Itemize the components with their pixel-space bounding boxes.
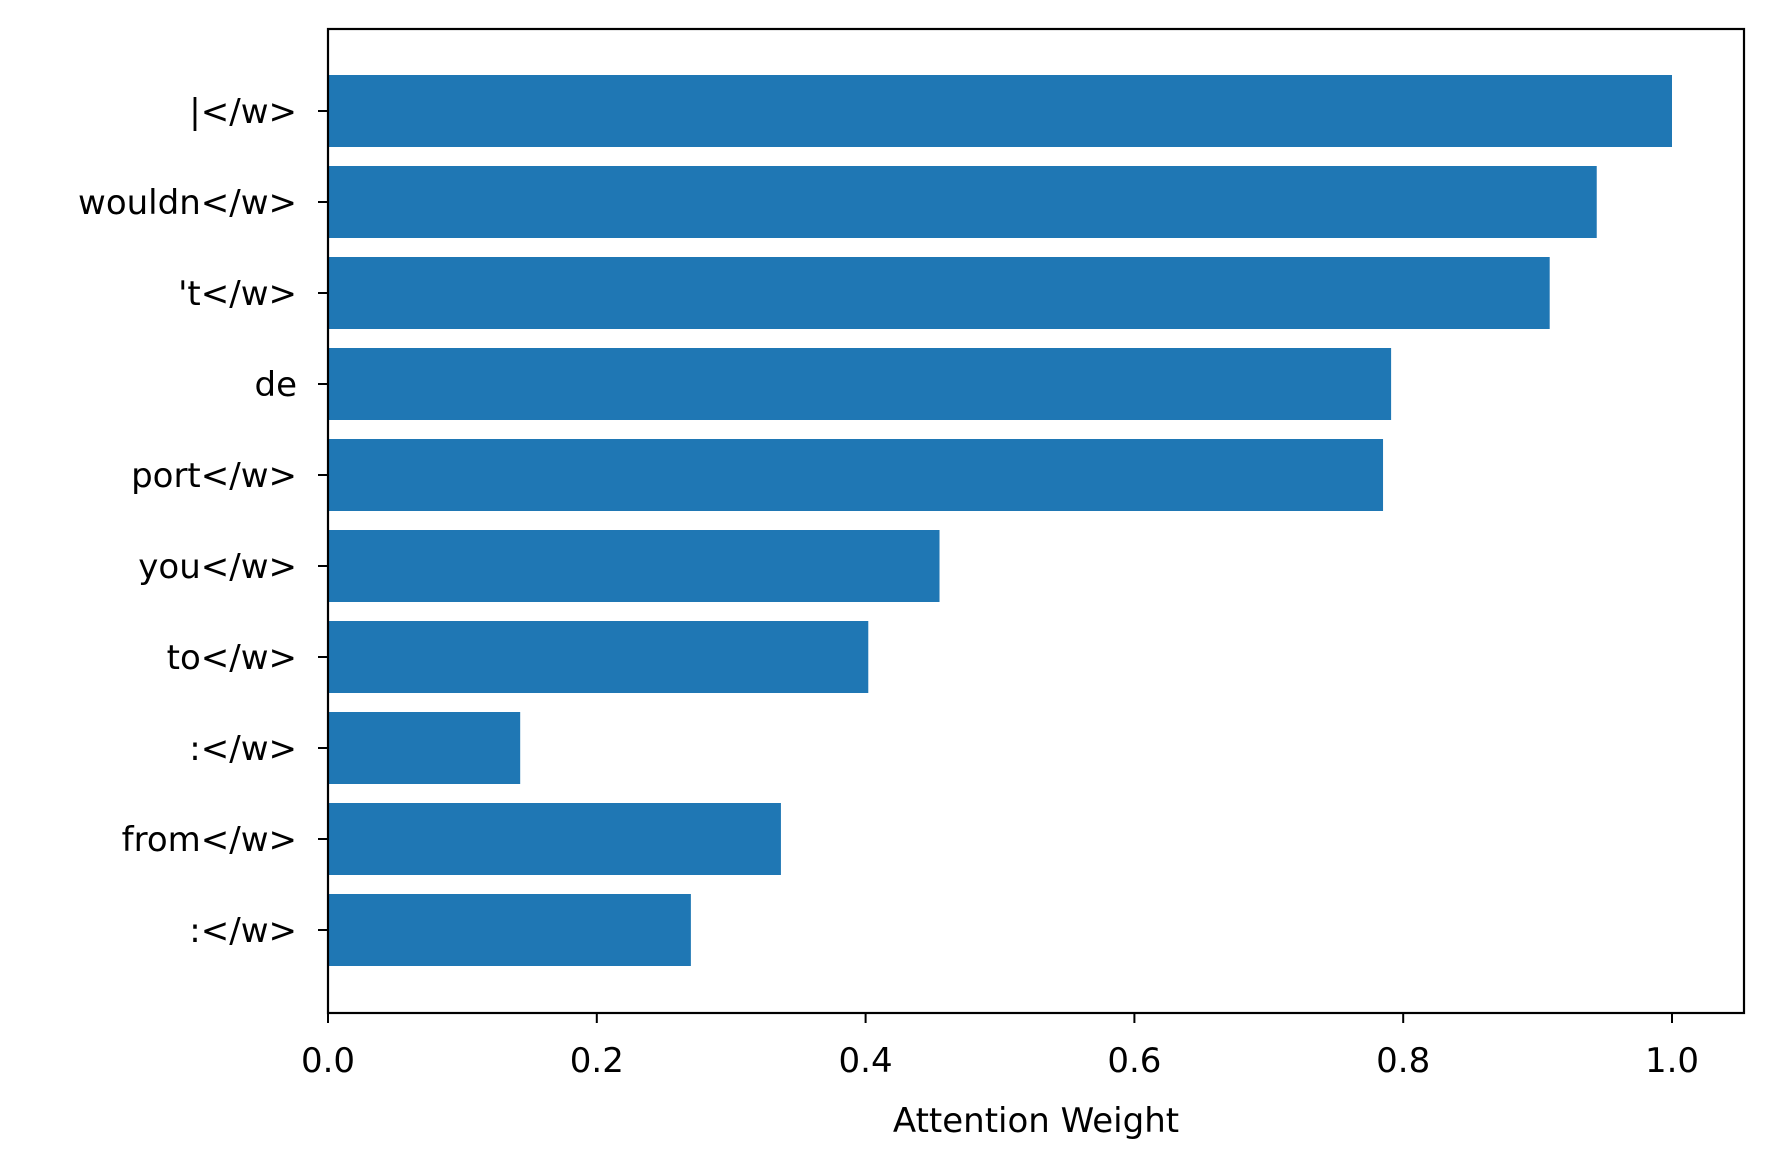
x-tick-label: 0.8 (1376, 1041, 1430, 1081)
y-tick-label: :</w> (189, 911, 297, 951)
plot-frame (326, 27, 1746, 1015)
bar (328, 621, 869, 693)
y-tick-label: :</w> (189, 729, 297, 769)
bar (328, 712, 521, 784)
y-axis-ticks: |</w> wouldn</w> 't</w> de port</w> you</w> to… (78, 92, 328, 951)
bar (328, 257, 1550, 329)
bar (328, 530, 940, 602)
y-tick-label: 't</w> (178, 274, 297, 314)
x-tick-label: 0.6 (1107, 1041, 1161, 1081)
bar (328, 439, 1384, 511)
x-axis-title: Attention Weight (893, 1101, 1179, 1141)
x-tick-label: 0.2 (570, 1041, 624, 1081)
bar (328, 803, 781, 875)
bar (328, 166, 1597, 238)
bar (328, 348, 1392, 420)
bar (328, 75, 1672, 147)
y-tick-label: you</w> (138, 547, 297, 587)
y-tick-label: wouldn</w> (78, 183, 297, 223)
y-tick-label: de (255, 365, 298, 405)
bar (328, 894, 691, 966)
y-tick-label: to</w> (167, 638, 297, 678)
y-tick-label: from</w> (122, 820, 297, 860)
x-tick-label: 0.4 (839, 1041, 893, 1081)
y-tick-label: port</w> (131, 456, 297, 496)
bars-group (328, 75, 1672, 966)
x-tick-label: 1.0 (1645, 1041, 1699, 1081)
y-tick-label: |</w> (189, 92, 297, 132)
x-tick-label: 0.0 (301, 1041, 355, 1081)
x-axis-ticks: 0.0 0.2 0.4 0.6 0.8 1.0 (301, 1013, 1699, 1081)
